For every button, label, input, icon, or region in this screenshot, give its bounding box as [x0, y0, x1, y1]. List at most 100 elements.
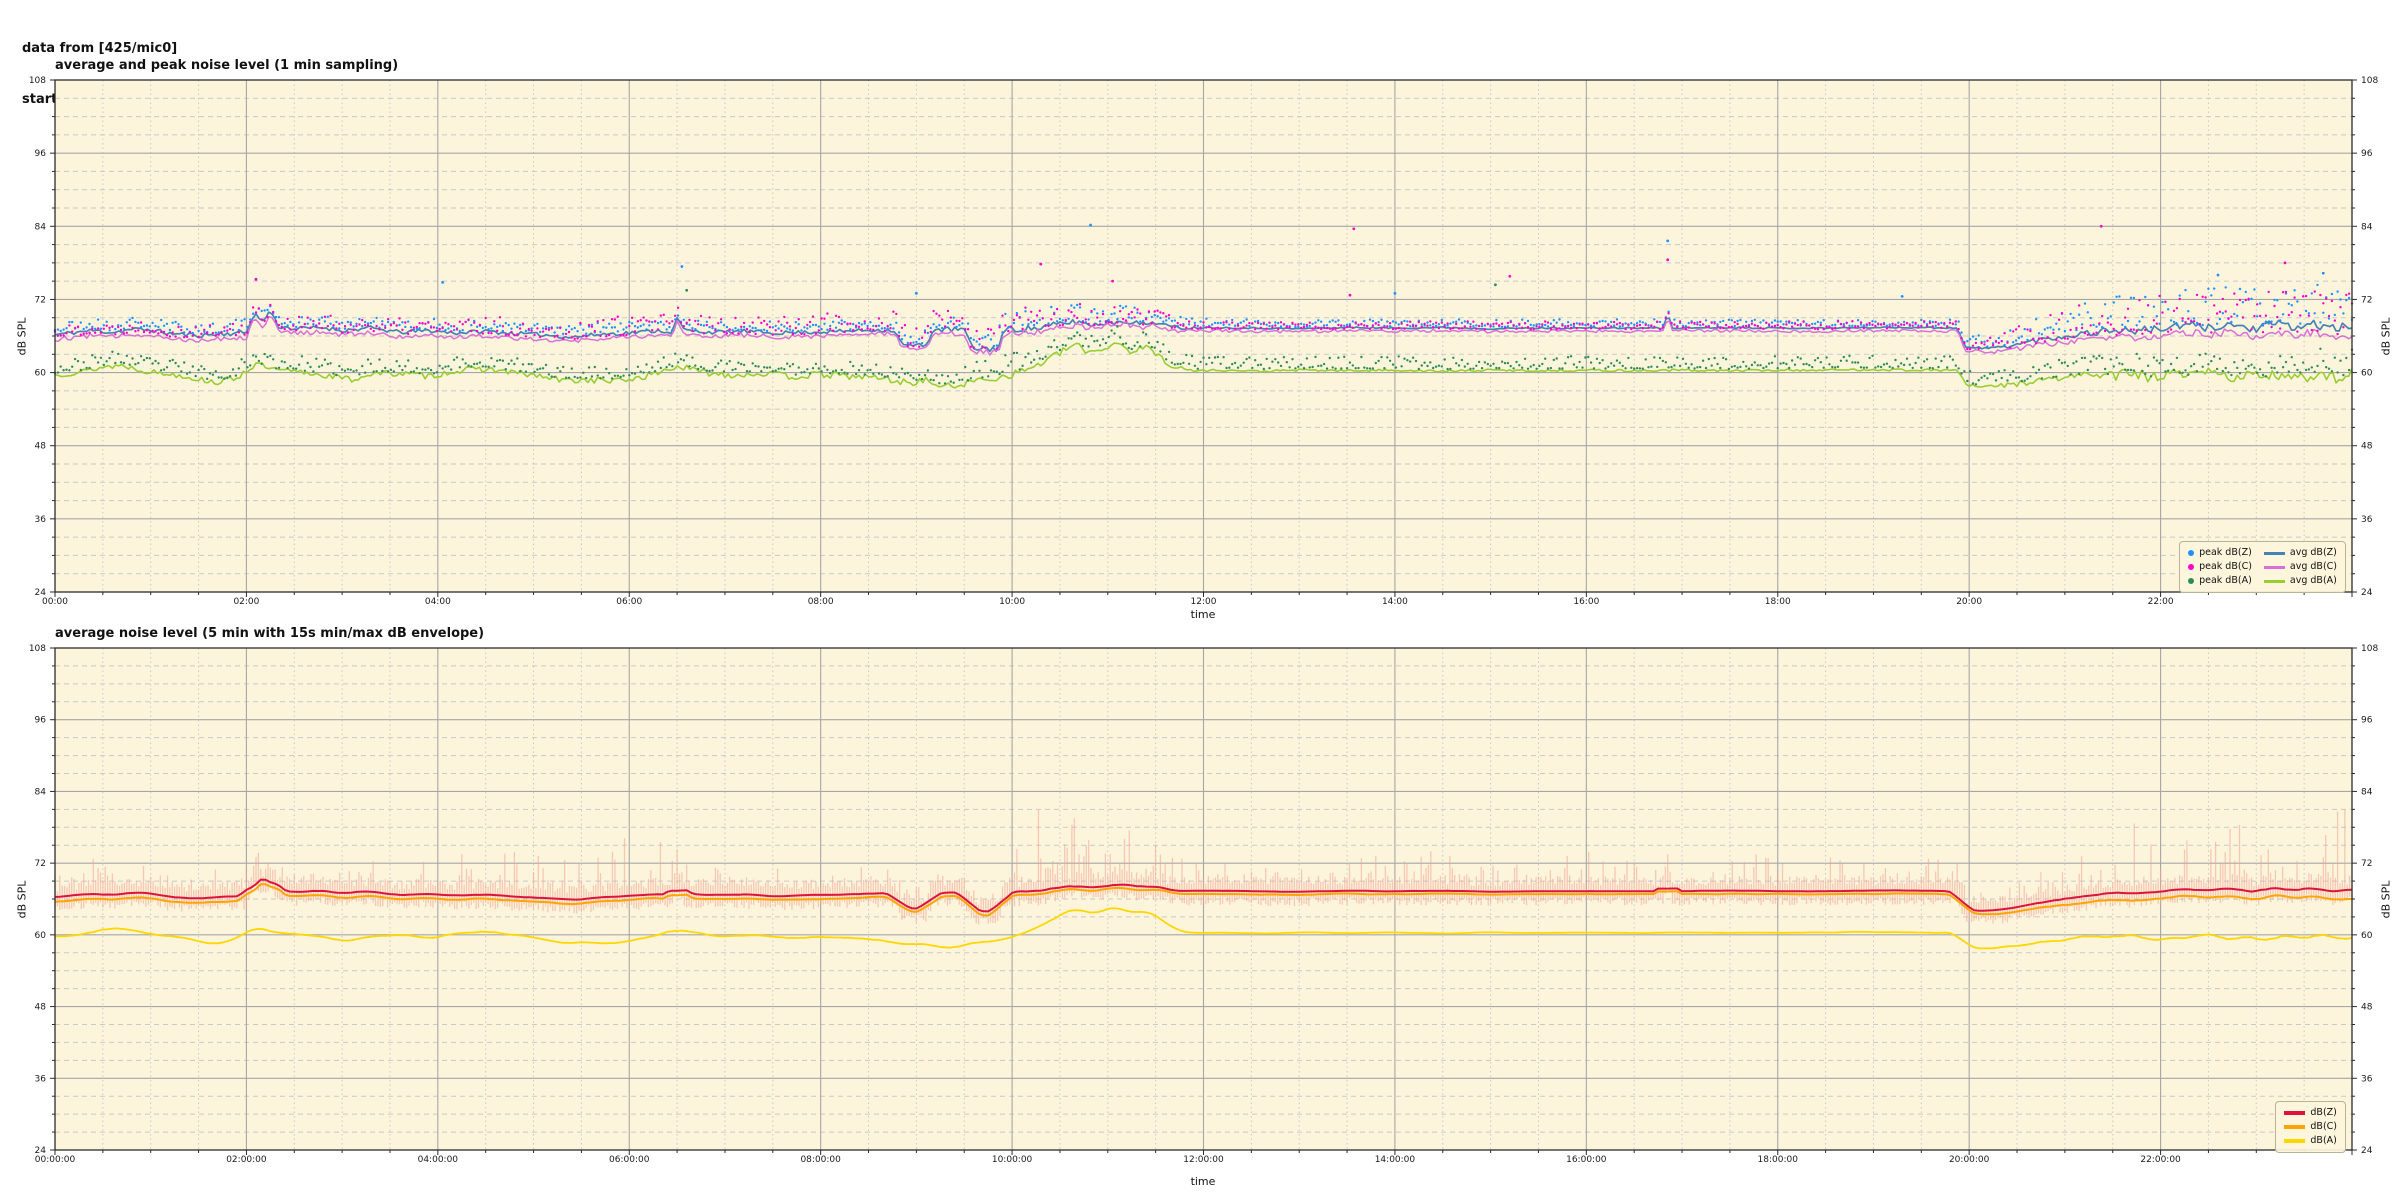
x-tick-label: 04:00:00: [418, 1155, 459, 1165]
legend-label: avg dB(A): [2289, 575, 2337, 586]
y-tick-label-right: 108: [2361, 76, 2378, 86]
y-tick-label-left: 60: [35, 931, 47, 941]
line-db-a-: [55, 907, 2353, 950]
y-tick-label-left: 36: [35, 1074, 47, 1084]
y-tick-label-right: 72: [2361, 295, 2372, 305]
x-tick-label: 10:00:00: [992, 1155, 1033, 1165]
legend-marker-line: [2263, 579, 2285, 583]
line-avg-db-a-: [54, 342, 2353, 389]
line-db-c-: [54, 883, 2352, 917]
x-tick-label: 04:00: [425, 597, 451, 607]
legend-label: dB(Z): [2310, 1107, 2337, 1118]
y-tick-label-left: 60: [35, 369, 47, 379]
legend-label: avg dB(Z): [2289, 547, 2337, 558]
tick-labels: 24 24 36 36 48 48 60 60 72 72 84 84 96 96 108 108 00:00 0…: [29, 76, 2379, 607]
y-tick-label-left: 72: [35, 859, 46, 869]
y-tick-label-left: 24: [35, 588, 47, 598]
legend-marker-dot: [2188, 564, 2195, 570]
bottom-chart-xlabel: time: [1190, 1175, 1216, 1188]
legend-item: dB(A): [2284, 1134, 2337, 1148]
x-tick-label: 12:00:00: [1183, 1155, 1224, 1165]
y-tick-label-right: 60: [2361, 369, 2373, 379]
tick-marks: [50, 647, 2357, 1155]
y-tick-label-right: 36: [2361, 515, 2373, 525]
legend-marker-dot: [2188, 550, 2195, 556]
x-tick-label: 16:00:00: [1566, 1155, 1607, 1165]
legend-label: peak dB(A): [2199, 575, 2252, 586]
x-tick-label: 00:00:00: [35, 1155, 76, 1165]
legend-item: avg dB(Z): [2263, 546, 2337, 560]
x-tick-label: 02:00: [233, 597, 259, 607]
header-data-source: data from [425/mic0]: [22, 41, 178, 56]
top-chart-legend: peak dB(Z) peak dB(C) peak dB(A) avg dB(Z) a…: [2179, 541, 2346, 593]
legend-item: avg dB(C): [2263, 560, 2337, 574]
top-chart-xlabel: time: [1190, 608, 1216, 621]
x-tick-label: 12:00: [1191, 597, 1217, 607]
y-tick-label-left: 72: [35, 295, 46, 305]
x-tick-label: 14:00:00: [1375, 1155, 1416, 1165]
y-tick-label-right: 36: [2361, 1074, 2373, 1084]
x-tick-label: 14:00: [1382, 597, 1408, 607]
y-tick-label-right: 24: [2361, 1146, 2373, 1156]
legend-item: peak dB(A): [2188, 574, 2252, 588]
y-tick-label-left: 96: [35, 716, 47, 726]
legend-item: avg dB(A): [2263, 574, 2337, 588]
legend-marker-line: [2284, 1139, 2306, 1143]
legend-label: peak dB(C): [2199, 561, 2252, 572]
legend-item: peak dB(Z): [2188, 546, 2252, 560]
y-tick-label-left: 48: [35, 442, 47, 452]
x-tick-label: 20:00:00: [1949, 1155, 1990, 1165]
legend-label: dB(C): [2310, 1121, 2337, 1132]
legend-marker-dot: [2188, 578, 2195, 584]
legend-item: dB(Z): [2284, 1106, 2337, 1120]
major-grid: [55, 648, 2352, 1150]
y-tick-label-right: 48: [2361, 1003, 2373, 1013]
y-tick-label-right: 96: [2361, 149, 2373, 159]
top-chart-title: average and peak noise level (1 min samp…: [55, 58, 399, 73]
y-tick-label-left: 24: [35, 1146, 47, 1156]
x-tick-label: 02:00:00: [226, 1155, 267, 1165]
legend-column: dB(Z) dB(C) dB(A): [2284, 1106, 2337, 1148]
tick-labels: 24 24 36 36 48 48 60 60 72 72 84 84 96 96 108 108 00:00:…: [29, 644, 2379, 1165]
line-db-z-: [54, 878, 2353, 913]
y-tick-label-left: 96: [35, 149, 47, 159]
legend-marker-line: [2263, 551, 2285, 555]
x-tick-label: 22:00: [2148, 597, 2174, 607]
y-tick-label-right: 84: [2361, 222, 2373, 232]
x-tick-label: 00:00: [42, 597, 68, 607]
bottom-chart: 24 24 36 36 48 48 60 60 72 72 84 84 96 96 108 108 00:00:…: [29, 644, 2379, 1165]
bottom-chart-legend: dB(Z) dB(C) dB(A): [2275, 1101, 2346, 1153]
y-tick-label-left: 84: [35, 222, 47, 232]
y-tick-label-right: 84: [2361, 787, 2373, 797]
y-tick-label-right: 108: [2361, 644, 2378, 654]
line-avg-db-c-: [54, 316, 2353, 356]
y-tick-label-right: 24: [2361, 588, 2373, 598]
x-tick-label: 16:00: [1573, 597, 1599, 607]
x-tick-label: 08:00:00: [800, 1155, 841, 1165]
y-tick-label-right: 96: [2361, 716, 2373, 726]
legend-marker-line: [2263, 565, 2285, 569]
legend-label: dB(A): [2310, 1135, 2337, 1146]
legend-marker-line: [2284, 1111, 2306, 1115]
x-tick-label: 08:00: [808, 597, 834, 607]
y-tick-label-right: 60: [2361, 931, 2373, 941]
bottom-chart-title: average noise level (5 min with 15s min/…: [55, 626, 485, 641]
legend-label: avg dB(C): [2289, 561, 2337, 572]
legend-column: avg dB(Z) avg dB(C) avg dB(A): [2263, 546, 2337, 588]
top-chart: 24 24 36 36 48 48 60 60 72 72 84 84 96 96 108 108 00:00 0…: [29, 76, 2379, 607]
y-tick-label-right: 48: [2361, 442, 2373, 452]
y-tick-label-left: 108: [29, 76, 46, 86]
y-tick-label-left: 36: [35, 515, 47, 525]
x-tick-label: 06:00:00: [609, 1155, 650, 1165]
x-tick-label: 18:00: [1765, 597, 1791, 607]
legend-label: peak dB(Z): [2199, 547, 2252, 558]
legend-marker-line: [2284, 1125, 2306, 1129]
outlier-points: [254, 223, 2325, 298]
y-tick-label-right: 72: [2361, 859, 2372, 869]
legend-column: peak dB(Z) peak dB(C) peak dB(A): [2188, 546, 2252, 588]
legend-item: peak dB(C): [2188, 560, 2252, 574]
x-tick-label: 18:00:00: [1758, 1155, 1799, 1165]
x-tick-label: 06:00: [616, 597, 642, 607]
tick-marks: [50, 79, 2357, 597]
